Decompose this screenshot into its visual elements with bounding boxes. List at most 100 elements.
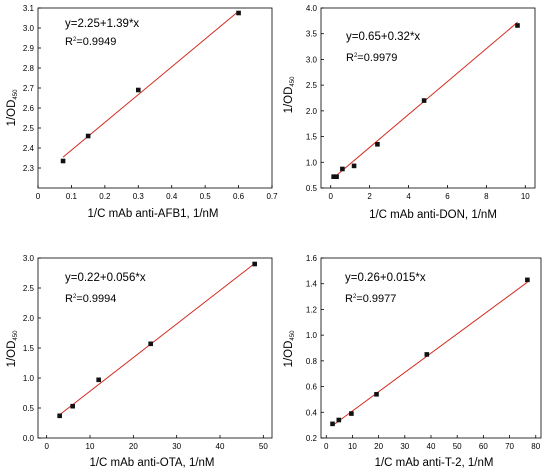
- fit-line: [332, 281, 528, 427]
- fit-line: [62, 10, 239, 158]
- data-point: [236, 10, 241, 16]
- data-point: [349, 411, 354, 416]
- y-tick-label: 1.6: [306, 254, 318, 263]
- x-tick-label: 40: [427, 442, 436, 451]
- x-tick-label: 20: [374, 442, 383, 451]
- x-tick-label: 50: [259, 442, 268, 451]
- x-tick-label: 6: [445, 192, 450, 201]
- y-tick-label: 2.7: [23, 84, 35, 93]
- y-tick-label: 3.5: [306, 30, 318, 39]
- y-axis-title: 1/OD450: [6, 89, 19, 127]
- y-tick-label: 0.2: [306, 434, 318, 443]
- y-tick-label: 2.0: [23, 314, 35, 323]
- data-point: [515, 23, 520, 28]
- y-tick-label: 3.0: [23, 24, 35, 33]
- panel-don: 1/OD450 1/C mAb anti-DON, 1/nM y=0.65+0.…: [283, 4, 536, 221]
- x-tick-label: 0: [329, 192, 334, 201]
- x-tick-label: 70: [505, 442, 514, 451]
- r-squared: R2=0.9994: [65, 293, 116, 305]
- y-tick-label: 0.5: [23, 404, 35, 413]
- data-point: [96, 377, 101, 383]
- y-tick-label: 1.4: [306, 280, 318, 289]
- y-tick-label: 0.0: [23, 434, 35, 443]
- plot-frame: [37, 7, 273, 189]
- x-tick-label: 80: [531, 442, 540, 451]
- panel-t2: 1/OD450 1/C mAb anti-T-2, 1/nM y=0.26+0.…: [283, 254, 542, 469]
- x-tick-label: 60: [479, 442, 488, 451]
- x-tick-label: 0: [44, 442, 49, 451]
- data-point: [525, 277, 530, 283]
- y-tick-label: 0.4: [306, 408, 318, 417]
- data-point: [336, 417, 342, 423]
- x-tick-label: 0: [324, 442, 329, 451]
- y-tick-label: 2.6: [23, 104, 35, 113]
- x-tick-label: 0.6: [233, 192, 245, 201]
- y-tick-label: 1.0: [306, 158, 318, 167]
- fit-line: [59, 263, 255, 416]
- y-tick-label: 2.3: [23, 164, 35, 173]
- data-point: [375, 141, 380, 147]
- fit-equation: y=0.22+0.056*x: [65, 272, 146, 284]
- data-point: [70, 403, 75, 409]
- data-point: [334, 174, 339, 179]
- x-tick-label: 0.7: [266, 192, 278, 201]
- x-axis-title: 1/C mAb anti-DON, 1/nM: [369, 209, 497, 221]
- y-tick-label: 1.0: [23, 374, 35, 383]
- x-axis-title: 1/C mAb anti-AFB1, 1/nM: [87, 208, 218, 220]
- y-tick-label: 2.8: [23, 64, 35, 73]
- y-tick-label: 0.8: [306, 357, 318, 366]
- x-tick-label: 30: [400, 442, 409, 451]
- x-tick-label: 0.2: [99, 192, 111, 201]
- data-point: [330, 421, 335, 427]
- x-tick-label: 10: [86, 442, 95, 451]
- y-tick-label: 2.4: [23, 144, 35, 153]
- y-tick-label: 4.0: [306, 4, 318, 13]
- x-tick-label: 20: [129, 442, 138, 451]
- fit-equation: y=0.65+0.32*x: [346, 31, 420, 43]
- y-tick-label: 2.5: [23, 124, 35, 133]
- r-squared: R2=0.9949: [65, 36, 116, 48]
- plot-frame: [320, 257, 542, 439]
- y-tick-label: 2.0: [306, 107, 318, 116]
- r-squared: R2=0.9977: [345, 293, 396, 305]
- data-point: [351, 163, 357, 169]
- fit-equation: y=0.26+0.015*x: [345, 272, 426, 284]
- y-tick-label: 1.5: [306, 133, 318, 142]
- x-tick-label: 0.1: [66, 192, 78, 201]
- y-tick-label: 2.5: [306, 81, 318, 90]
- x-tick-label: 0.5: [200, 192, 212, 201]
- data-point: [135, 87, 141, 93]
- x-tick-label: 0: [36, 192, 41, 201]
- y-tick-label: 3.1: [23, 4, 35, 13]
- y-tick-label: 0.5: [306, 184, 318, 193]
- y-axis-title: 1/OD450: [283, 76, 296, 114]
- data-point: [57, 413, 62, 419]
- data-point: [85, 133, 91, 139]
- x-tick-label: 0.4: [166, 192, 178, 201]
- data-point: [60, 158, 66, 164]
- y-tick-label: 1.5: [23, 344, 35, 353]
- y-axis-title: 1/OD450: [6, 330, 19, 368]
- y-tick-label: 3.0: [23, 254, 35, 263]
- data-point: [148, 341, 153, 347]
- x-tick-label: 4: [406, 192, 411, 201]
- y-axis-title: 1/OD450: [283, 330, 296, 368]
- x-tick-label: 30: [172, 442, 181, 451]
- panel-ota: 1/OD450 1/C mAb anti-OTA, 1/nM y=0.22+0.…: [6, 254, 273, 469]
- x-tick-label: 10: [348, 442, 357, 451]
- x-tick-label: 10: [521, 192, 530, 201]
- y-tick-label: 2.9: [23, 44, 35, 53]
- x-tick-label: 50: [453, 442, 462, 451]
- y-tick-label: 0.6: [306, 383, 318, 392]
- y-tick-label: 3.0: [306, 55, 318, 64]
- y-tick-label: 2.5: [23, 284, 35, 293]
- x-axis-title: 1/C mAb anti-T-2, 1/nM: [375, 457, 494, 469]
- x-tick-label: 0.3: [133, 192, 145, 201]
- x-tick-label: 40: [216, 442, 225, 451]
- x-axis-title: 1/C mAb anti-OTA, 1/nM: [89, 457, 214, 469]
- panel-afb1: 1/OD450 1/C mAb anti-AFB1, 1/nM y=2.25+1…: [6, 4, 278, 220]
- x-tick-label: 8: [484, 192, 489, 201]
- y-tick-label: 1.2: [306, 305, 318, 314]
- r-squared: R2=0.9979: [346, 52, 397, 64]
